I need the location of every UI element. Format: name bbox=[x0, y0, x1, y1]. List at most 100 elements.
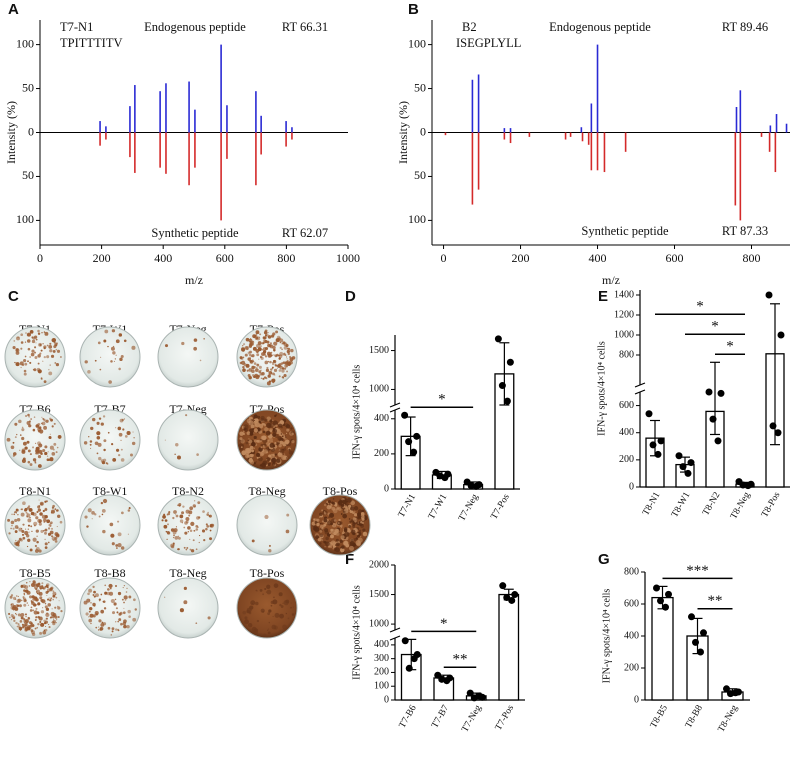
spot bbox=[271, 362, 275, 366]
spot bbox=[266, 459, 268, 461]
spot bbox=[22, 523, 25, 526]
spot bbox=[358, 529, 362, 532]
spot bbox=[185, 517, 190, 521]
spot bbox=[196, 453, 199, 456]
spot bbox=[21, 363, 25, 367]
spot bbox=[177, 504, 179, 507]
spot bbox=[360, 512, 365, 517]
y-tick-label: 600 bbox=[619, 400, 634, 411]
spot bbox=[284, 439, 290, 445]
data-point bbox=[774, 429, 782, 437]
spot bbox=[362, 528, 366, 532]
spot bbox=[249, 357, 251, 359]
spot bbox=[15, 621, 18, 625]
spot bbox=[89, 440, 93, 443]
spot bbox=[348, 504, 352, 508]
spot bbox=[20, 347, 23, 350]
spot bbox=[316, 522, 320, 527]
spot bbox=[274, 363, 277, 366]
spot bbox=[17, 613, 21, 617]
spot bbox=[95, 593, 99, 598]
spot bbox=[47, 527, 51, 530]
data-point bbox=[653, 584, 660, 592]
y-tick-label: 400 bbox=[374, 413, 389, 424]
spot bbox=[30, 352, 35, 357]
y-tick-label: 300 bbox=[374, 653, 389, 664]
y-axis-label: IFN-γ spots/4×10⁴ cells bbox=[601, 589, 612, 684]
spot bbox=[120, 458, 125, 462]
data-point bbox=[717, 389, 725, 397]
spot bbox=[252, 346, 257, 351]
spot bbox=[20, 366, 22, 369]
spot bbox=[14, 436, 17, 439]
spot bbox=[209, 526, 211, 528]
spot bbox=[253, 423, 255, 425]
spot bbox=[244, 428, 248, 432]
spot bbox=[126, 587, 128, 590]
spot bbox=[283, 373, 287, 378]
spot bbox=[286, 428, 290, 432]
data-point bbox=[679, 463, 687, 471]
spot bbox=[21, 530, 25, 534]
spot bbox=[49, 587, 53, 591]
spot bbox=[26, 582, 28, 584]
spot bbox=[274, 433, 279, 439]
spot bbox=[330, 534, 334, 539]
spot bbox=[249, 431, 254, 436]
spot bbox=[43, 380, 47, 383]
spot bbox=[22, 596, 25, 599]
spot bbox=[38, 591, 43, 596]
spot bbox=[355, 540, 361, 546]
spot bbox=[26, 333, 30, 337]
spot bbox=[122, 611, 126, 615]
spot bbox=[29, 595, 33, 599]
spot bbox=[192, 504, 196, 508]
spot bbox=[101, 621, 104, 624]
spot bbox=[39, 587, 42, 590]
spot bbox=[173, 534, 175, 537]
spot bbox=[41, 582, 44, 585]
spot bbox=[359, 535, 362, 538]
spot bbox=[243, 363, 247, 367]
spot bbox=[181, 522, 184, 524]
spot bbox=[260, 443, 264, 447]
axis-break bbox=[389, 635, 401, 641]
spot bbox=[40, 377, 43, 380]
spot bbox=[93, 595, 96, 598]
spot bbox=[193, 529, 196, 532]
spot bbox=[261, 345, 263, 347]
spot bbox=[285, 424, 291, 429]
spot bbox=[278, 443, 282, 448]
spot bbox=[252, 334, 257, 339]
spot bbox=[189, 538, 191, 540]
spot bbox=[281, 435, 284, 438]
spot bbox=[339, 521, 343, 525]
spot bbox=[117, 532, 122, 537]
x-tick-label: T8-B8 bbox=[684, 703, 705, 730]
spot bbox=[37, 441, 41, 446]
spot bbox=[16, 518, 21, 522]
spot bbox=[15, 539, 17, 541]
spot bbox=[252, 427, 255, 431]
spot bbox=[285, 432, 288, 434]
y-axis-label: IFN-γ spots/4×10⁴ cells bbox=[351, 365, 362, 460]
spot bbox=[342, 510, 346, 514]
spot bbox=[354, 514, 357, 516]
data-point bbox=[723, 685, 730, 693]
spot bbox=[22, 501, 26, 506]
spot bbox=[278, 375, 281, 378]
spot bbox=[278, 337, 280, 339]
spot bbox=[272, 332, 276, 336]
x-tick-label: T8-N2 bbox=[701, 490, 722, 517]
spot bbox=[37, 602, 41, 606]
spot bbox=[323, 518, 328, 523]
y-tick-label: 1000 bbox=[614, 329, 634, 340]
spot bbox=[49, 445, 54, 450]
x-tick-label: T7-B6 bbox=[398, 703, 419, 730]
spot bbox=[203, 337, 205, 340]
spot bbox=[322, 540, 326, 544]
spot bbox=[24, 585, 29, 590]
spot bbox=[250, 341, 252, 343]
spot bbox=[87, 592, 90, 596]
data-point bbox=[769, 422, 777, 430]
